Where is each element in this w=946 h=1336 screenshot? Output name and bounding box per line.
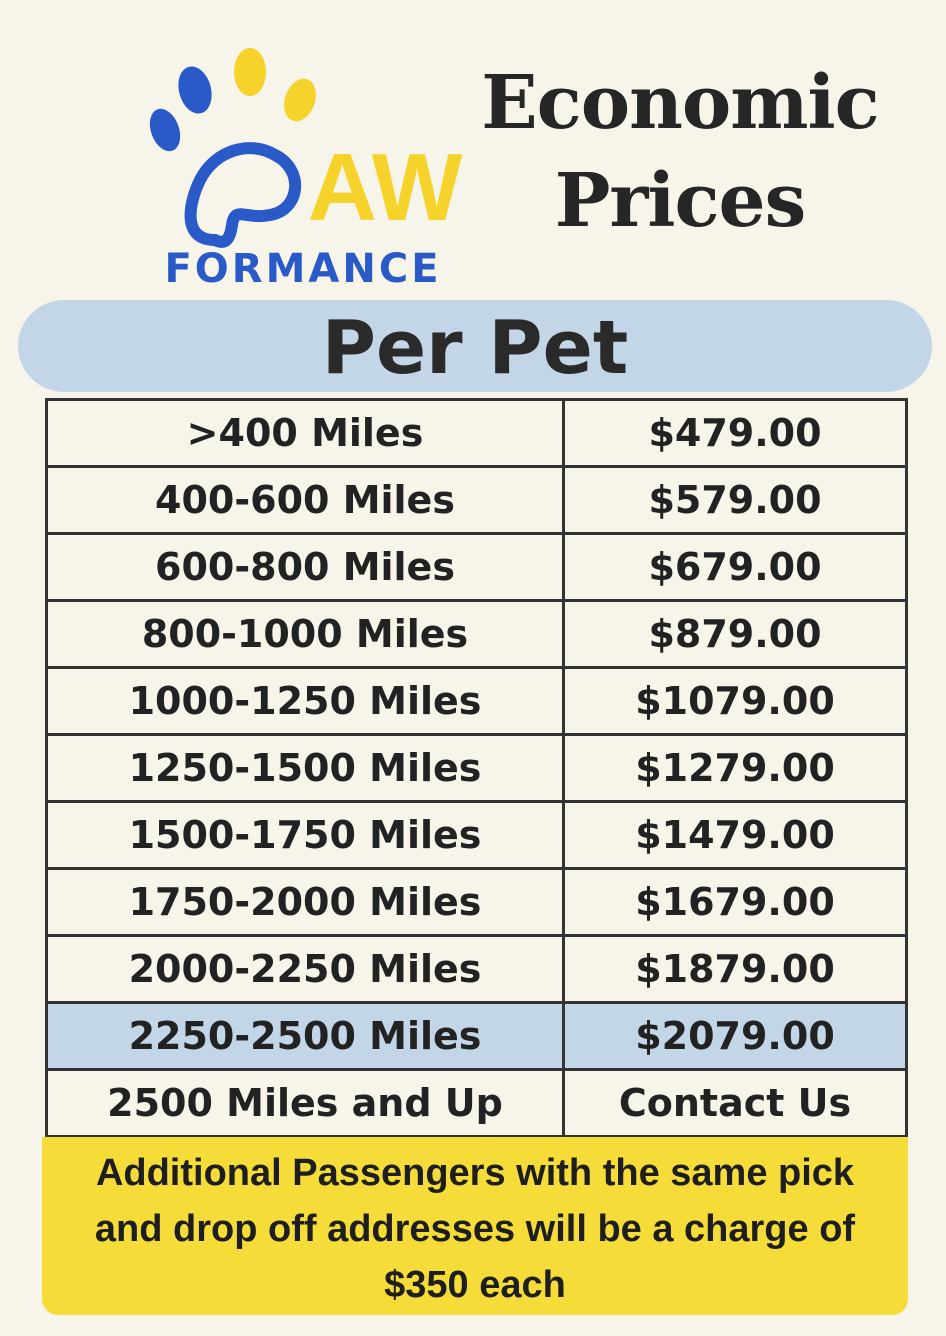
distance: 1750-2000 Miles [45,870,562,934]
table-row: 1500-1750 Miles $1479.00 [45,803,908,870]
table-row: 800-1000 Miles $879.00 [45,602,908,669]
logo-text: FORMANCE [164,246,441,292]
table-row: 400-600 Miles $579.00 [45,468,908,535]
distance: 2000-2250 Miles [45,937,562,1001]
price: $1879.00 [562,937,908,1001]
table-row: 1750-2000 Miles $1679.00 [45,870,908,937]
distance: 800-1000 Miles [45,602,562,666]
note-line: $350 each [384,1264,566,1306]
table-row: 1250-1500 Miles $1279.00 [45,736,908,803]
price: $579.00 [562,468,908,532]
distance: 600-800 Miles [45,535,562,599]
price: Contact Us [562,1071,908,1135]
distance: 400-600 Miles [45,468,562,532]
price: $2079.00 [562,1004,908,1068]
price-table: >400 Miles $479.00 400-600 Miles $579.00 600… [45,398,908,1138]
distance: 2250-2500 Miles [45,1004,562,1068]
price: $1679.00 [562,870,908,934]
price: $879.00 [562,602,908,666]
price: $679.00 [562,535,908,599]
distance: 2500 Miles and Up [45,1071,562,1135]
logo-mark: AW [308,134,463,241]
distance: >400 Miles [45,401,562,465]
title-line: Prices [554,158,807,244]
logo: AW FORMANCE [149,48,463,292]
distance: 1250-1500 Miles [45,736,562,800]
price: $1279.00 [562,736,908,800]
price: $1079.00 [562,669,908,733]
note: Additional Passengers with the same pick… [42,1137,908,1315]
distance: 1000-1250 Miles [45,669,562,733]
distance: 1500-1750 Miles [45,803,562,867]
table-row: >400 Miles $479.00 [45,401,908,468]
table-row: 2000-2250 Miles $1879.00 [45,937,908,1004]
table-row: 2500 Miles and Up Contact Us [45,1071,908,1138]
price: $479.00 [562,401,908,465]
banner: Per Pet [18,300,932,392]
price: $1479.00 [562,803,908,867]
title-line: Economic [481,60,879,146]
note-line: and drop off addresses will be a charge … [94,1208,856,1250]
table-row: 2250-2500 Miles $2079.00 [45,1004,908,1071]
table-row: 600-800 Miles $679.00 [45,535,908,602]
table-row: 1000-1250 Miles $1079.00 [45,669,908,736]
note-line: Additional Passengers with the same pick [95,1152,855,1194]
